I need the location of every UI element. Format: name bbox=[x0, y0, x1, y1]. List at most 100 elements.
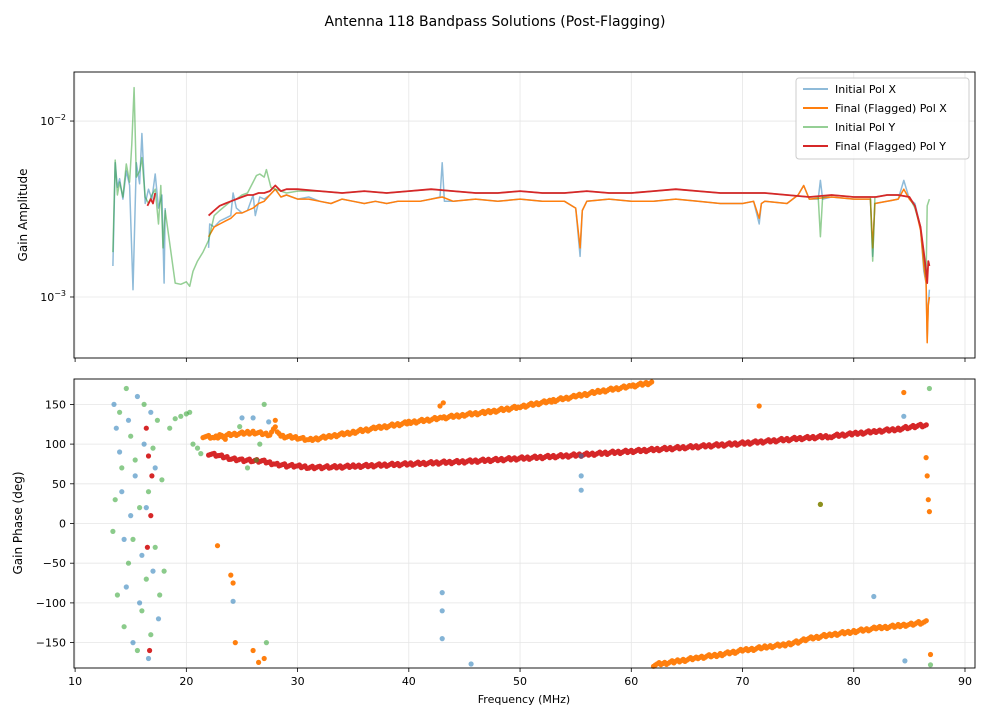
phase-point-initial-pol-x bbox=[137, 600, 143, 606]
phase-point-initial-pol-x bbox=[111, 401, 117, 407]
phase-point-initial-pol-x bbox=[150, 568, 156, 574]
phase-point-initial-pol-y bbox=[128, 433, 134, 439]
phase-point-initial-pol-y bbox=[253, 457, 259, 463]
legend: Initial Pol X Final (Flagged) Pol X Init… bbox=[795, 77, 970, 160]
phase-point-initial-pol-y bbox=[150, 445, 156, 451]
phase-point-final-flagged-pol-x bbox=[925, 497, 931, 503]
phase-y-tick-label: 150 bbox=[45, 398, 66, 411]
phase-point-final-flagged-pol-x bbox=[272, 417, 278, 423]
phase-point-initial-pol-y bbox=[159, 477, 165, 483]
phase-point-final-flagged-pol-x bbox=[926, 509, 933, 515]
figure-title: Antenna 118 Bandpass Solutions (Post-Fla… bbox=[325, 14, 666, 30]
amplitude-line-initial-pol-y bbox=[112, 86, 931, 288]
amplitude-y-tick-base: 10 bbox=[40, 291, 54, 304]
amplitude-axes-frame bbox=[73, 71, 976, 359]
phase-point-final-flagged-pol-x bbox=[261, 655, 267, 662]
legend-frame bbox=[795, 77, 970, 160]
amplitude-line-initial-pol-x bbox=[112, 132, 931, 340]
phase-point-final-flagged-pol-x bbox=[250, 647, 256, 654]
phase-point-final-flagged-pol-x bbox=[256, 659, 262, 666]
phase-point-initial-pol-y bbox=[926, 385, 933, 392]
phase-x-tick-label: 40 bbox=[402, 675, 416, 688]
amplitude-y-label: Gain Amplitude bbox=[16, 169, 30, 262]
phase-point-initial-pol-y bbox=[244, 465, 251, 471]
phase-point-final-flagged-pol-y bbox=[145, 453, 152, 459]
phase-y-tick-label: 100 bbox=[45, 438, 66, 451]
phase-point-initial-pol-y bbox=[190, 441, 196, 447]
phase-point-initial-pol-y bbox=[148, 632, 154, 638]
phase-point-final-flagged-pol-x bbox=[901, 389, 907, 396]
phase-point-initial-pol-x bbox=[148, 409, 154, 415]
amplitude-x-ticks bbox=[74, 358, 966, 362]
phase-point-initial-pol-x bbox=[871, 593, 877, 600]
phase-point-initial-pol-x bbox=[439, 636, 445, 642]
phase-point-initial-pol-y bbox=[167, 425, 173, 431]
phase-point-initial-pol-x bbox=[901, 413, 907, 419]
phase-point-initial-pol-y bbox=[261, 401, 267, 407]
phase-point-initial-pol-x bbox=[121, 536, 127, 543]
phase-point-initial-pol-y bbox=[161, 568, 167, 574]
phase-x-tick-label: 60 bbox=[624, 675, 638, 688]
phase-point-initial-pol-x bbox=[143, 505, 149, 511]
phase-x-label: Frequency (MHz) bbox=[478, 693, 570, 706]
amplitude-line-final-flagged-pol-y bbox=[146, 184, 931, 284]
phase-point-final-flagged-pol-x bbox=[756, 403, 762, 409]
phase-point-initial-pol-x bbox=[128, 513, 134, 519]
amplitude-y-tick-exponent: −2 bbox=[54, 113, 66, 122]
phase-point-final-flagged-pol-x bbox=[214, 543, 221, 549]
phase-point-initial-pol-y bbox=[154, 417, 160, 423]
amplitude-y-ticks: 10−310−2 bbox=[40, 113, 74, 304]
phase-point-final-flagged-pol-x bbox=[272, 424, 278, 430]
amplitude-series bbox=[112, 86, 931, 344]
phase-x-tick-label: 80 bbox=[847, 675, 861, 688]
amplitude-y-tick-exponent: −3 bbox=[54, 289, 66, 298]
phase-point-initial-pol-x bbox=[902, 658, 908, 664]
phase-point-final-flagged-pol-x bbox=[206, 433, 212, 439]
phase-point-initial-pol-y bbox=[134, 647, 140, 654]
phase-point-final-flagged-pol-y bbox=[147, 647, 153, 654]
phase-point-initial-pol-y bbox=[139, 608, 145, 614]
phase-point-initial-pol-y bbox=[112, 497, 118, 503]
phase-point-final-flagged-pol-y bbox=[149, 473, 155, 479]
phase-point-final-flagged-pol-x bbox=[924, 473, 930, 479]
phase-point-initial-pol-x bbox=[132, 473, 138, 479]
phase-point-final-flagged-pol-x bbox=[211, 435, 217, 441]
phase-point-final-flagged-pol-x bbox=[244, 428, 251, 434]
phase-point-initial-pol-y bbox=[143, 576, 149, 582]
phase-point-final-flagged-pol-x bbox=[228, 572, 234, 578]
phase-x-tick-label: 10 bbox=[68, 675, 82, 688]
phase-y-tick-label: 50 bbox=[52, 478, 66, 491]
phase-point-initial-pol-x bbox=[578, 487, 584, 493]
phase-point-initial-pol-x bbox=[113, 425, 119, 431]
phase-grid bbox=[74, 379, 975, 668]
phase-point-final-flagged-pol-x bbox=[923, 618, 929, 624]
phase-point-initial-pol-y bbox=[123, 385, 129, 392]
legend-label-final-x: Final (Flagged) Pol X bbox=[835, 102, 947, 115]
phase-point-initial-pol-y bbox=[141, 401, 147, 407]
phase-point-initial-pol-x bbox=[439, 590, 445, 596]
phase-point-initial-pol-y bbox=[157, 592, 163, 598]
amplitude-y-tick-label: 10−3 bbox=[40, 289, 66, 304]
phase-point-initial-pol-x bbox=[139, 552, 145, 558]
phase-point-final-flagged-pol-x bbox=[232, 640, 238, 646]
phase-point-final-flagged-pol-x bbox=[230, 580, 236, 586]
phase-point-final-flagged-pol-x bbox=[927, 651, 934, 658]
amplitude-y-tick-label: 10−2 bbox=[40, 113, 66, 128]
phase-y-label: Gain Phase (deg) bbox=[11, 471, 25, 574]
phase-point-initial-pol-y bbox=[130, 536, 136, 543]
phase-point-final-flagged-pol-x bbox=[437, 403, 443, 409]
phase-point-initial-pol-x bbox=[239, 415, 245, 421]
phase-point-final-flagged-pol-y bbox=[148, 513, 154, 519]
phase-point-initial-pol-y bbox=[187, 409, 193, 415]
phase-point-initial-pol-y bbox=[119, 465, 125, 471]
phase-point-final-flagged-pol-x bbox=[239, 429, 245, 435]
phase-point-initial-pol-x bbox=[230, 598, 236, 604]
phase-point-initial-pol-y bbox=[817, 501, 824, 507]
phase-point-final-flagged-pol-x bbox=[649, 379, 655, 385]
phase-point-initial-pol-x bbox=[468, 661, 474, 667]
phase-y-tick-label: 0 bbox=[59, 518, 66, 531]
phase-point-initial-pol-x bbox=[266, 419, 272, 425]
phase-point-initial-pol-y bbox=[172, 416, 178, 422]
